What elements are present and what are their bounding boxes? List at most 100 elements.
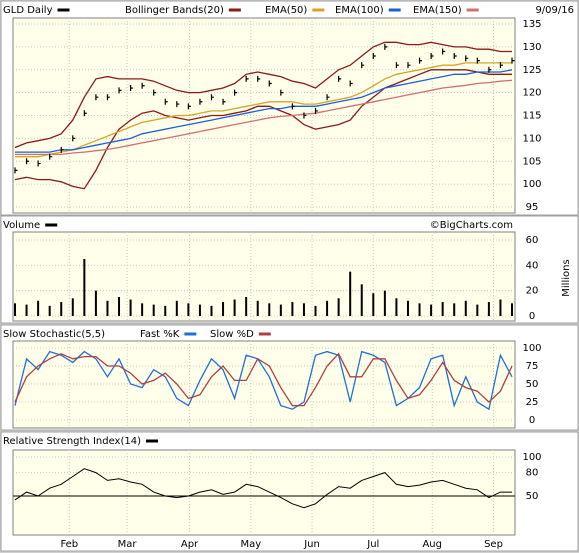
plot-area [12, 231, 516, 322]
volume-bar [441, 302, 444, 316]
price-bar [499, 62, 503, 69]
volume-bar [372, 293, 375, 316]
price-bar [25, 158, 30, 165]
volume-bar [187, 303, 190, 316]
panel-title: Volume [3, 220, 40, 231]
volume-bar [198, 304, 201, 316]
series-line [14, 350, 513, 411]
x-tick-label: May [240, 539, 261, 550]
volume-bar [222, 302, 225, 316]
price-bar [453, 53, 457, 60]
y-tick-label: 95 [526, 202, 539, 213]
y-tick-label: 120 [522, 88, 541, 99]
credit: ©BigCharts.com [430, 220, 513, 231]
price-bar [222, 98, 226, 105]
price-bar [488, 66, 492, 73]
volume-bar [118, 297, 121, 316]
y-tick-label: 25 [526, 397, 539, 408]
volume-bar [37, 300, 40, 316]
volume-bar [164, 305, 167, 316]
price-bar [199, 98, 203, 105]
volume-bar [453, 303, 456, 316]
volume-bar [349, 271, 352, 316]
price-bar [245, 75, 249, 82]
volume-bar [291, 302, 294, 316]
y-tick-label: 20 [526, 286, 539, 297]
rsi-line [14, 468, 512, 509]
price-bar [338, 75, 342, 82]
series-line [15, 79, 513, 156]
y-tick-label: 75 [526, 361, 539, 372]
volume-bar [430, 304, 433, 316]
x-tick-label: Sep [484, 539, 503, 550]
y-tick-label: 40 [526, 260, 539, 271]
price-bar [106, 94, 110, 101]
price-bar [291, 103, 295, 110]
plot-area [12, 340, 516, 429]
legend-label: Fast %K [140, 329, 180, 340]
price-bar [118, 87, 122, 94]
y-tick-label: 115 [522, 111, 541, 122]
series-line [14, 69, 512, 190]
date-label: 9/09/16 [535, 5, 574, 16]
series-line [14, 352, 513, 407]
volume-bar [511, 303, 513, 316]
volume-bar [464, 300, 467, 316]
series-line [14, 41, 512, 149]
price-bar [153, 89, 157, 96]
price-bar [511, 57, 515, 64]
volume-bar [302, 303, 305, 316]
volume-bar [360, 284, 363, 316]
legend-label: GLD Daily [3, 5, 53, 16]
price-bar [349, 80, 353, 87]
volume-bar [48, 305, 51, 316]
volume-bar [487, 302, 490, 316]
price-bar [465, 55, 469, 62]
price-bar [141, 82, 145, 89]
panel-title: Slow Stochastic(5,5) [3, 329, 105, 340]
price-bar [314, 107, 319, 114]
price-bar [95, 94, 99, 101]
volume-bar [129, 299, 132, 316]
legend-label: EMA(100) [335, 5, 384, 16]
price-bar [49, 153, 53, 160]
volume-bar [499, 299, 502, 316]
price-bar [176, 101, 180, 108]
y-tick-label: 0 [529, 415, 535, 426]
price-bar [384, 43, 388, 50]
price-bar [372, 53, 376, 60]
price-bar [37, 160, 41, 167]
volume-bar [71, 298, 74, 316]
volume-bar [476, 304, 479, 316]
x-tick-label: Aug [422, 539, 442, 550]
volume-bar [141, 303, 144, 316]
y-tick-label: 100 [522, 179, 541, 190]
y-tick-label: 130 [522, 42, 541, 53]
plot-area [12, 17, 516, 214]
y-tick-label: 105 [522, 156, 541, 167]
x-tick-label: Apr [181, 539, 199, 550]
price-bar [476, 57, 480, 64]
x-tick-label: Feb [60, 539, 78, 550]
price-bar [430, 53, 434, 60]
x-tick-label: Jun [303, 539, 320, 550]
volume-bar [233, 299, 236, 316]
y-axis-label: Millions [561, 259, 572, 296]
y-tick-label: 50 [526, 491, 539, 502]
y-tick-label: 100 [522, 452, 541, 463]
price-bar [129, 85, 134, 92]
y-tick-label: 60 [526, 235, 539, 246]
volume-bar [175, 300, 178, 316]
legend-label: EMA(150) [413, 5, 462, 16]
x-tick-label: Mar [118, 539, 138, 550]
volume-bar [25, 304, 28, 316]
volume-bar [279, 304, 282, 316]
legend-label: EMA(50) [265, 5, 307, 16]
volume-bar [245, 297, 248, 316]
y-tick-label: 110 [522, 133, 541, 144]
price-bar [164, 98, 168, 105]
y-tick-label: 80 [526, 468, 539, 479]
series-line [15, 62, 512, 158]
volume-bar [60, 302, 63, 316]
